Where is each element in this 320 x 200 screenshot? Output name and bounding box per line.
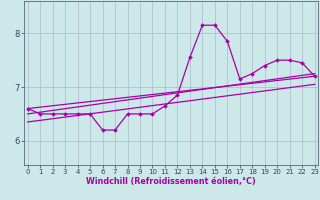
X-axis label: Windchill (Refroidissement éolien,°C): Windchill (Refroidissement éolien,°C) <box>86 177 256 186</box>
